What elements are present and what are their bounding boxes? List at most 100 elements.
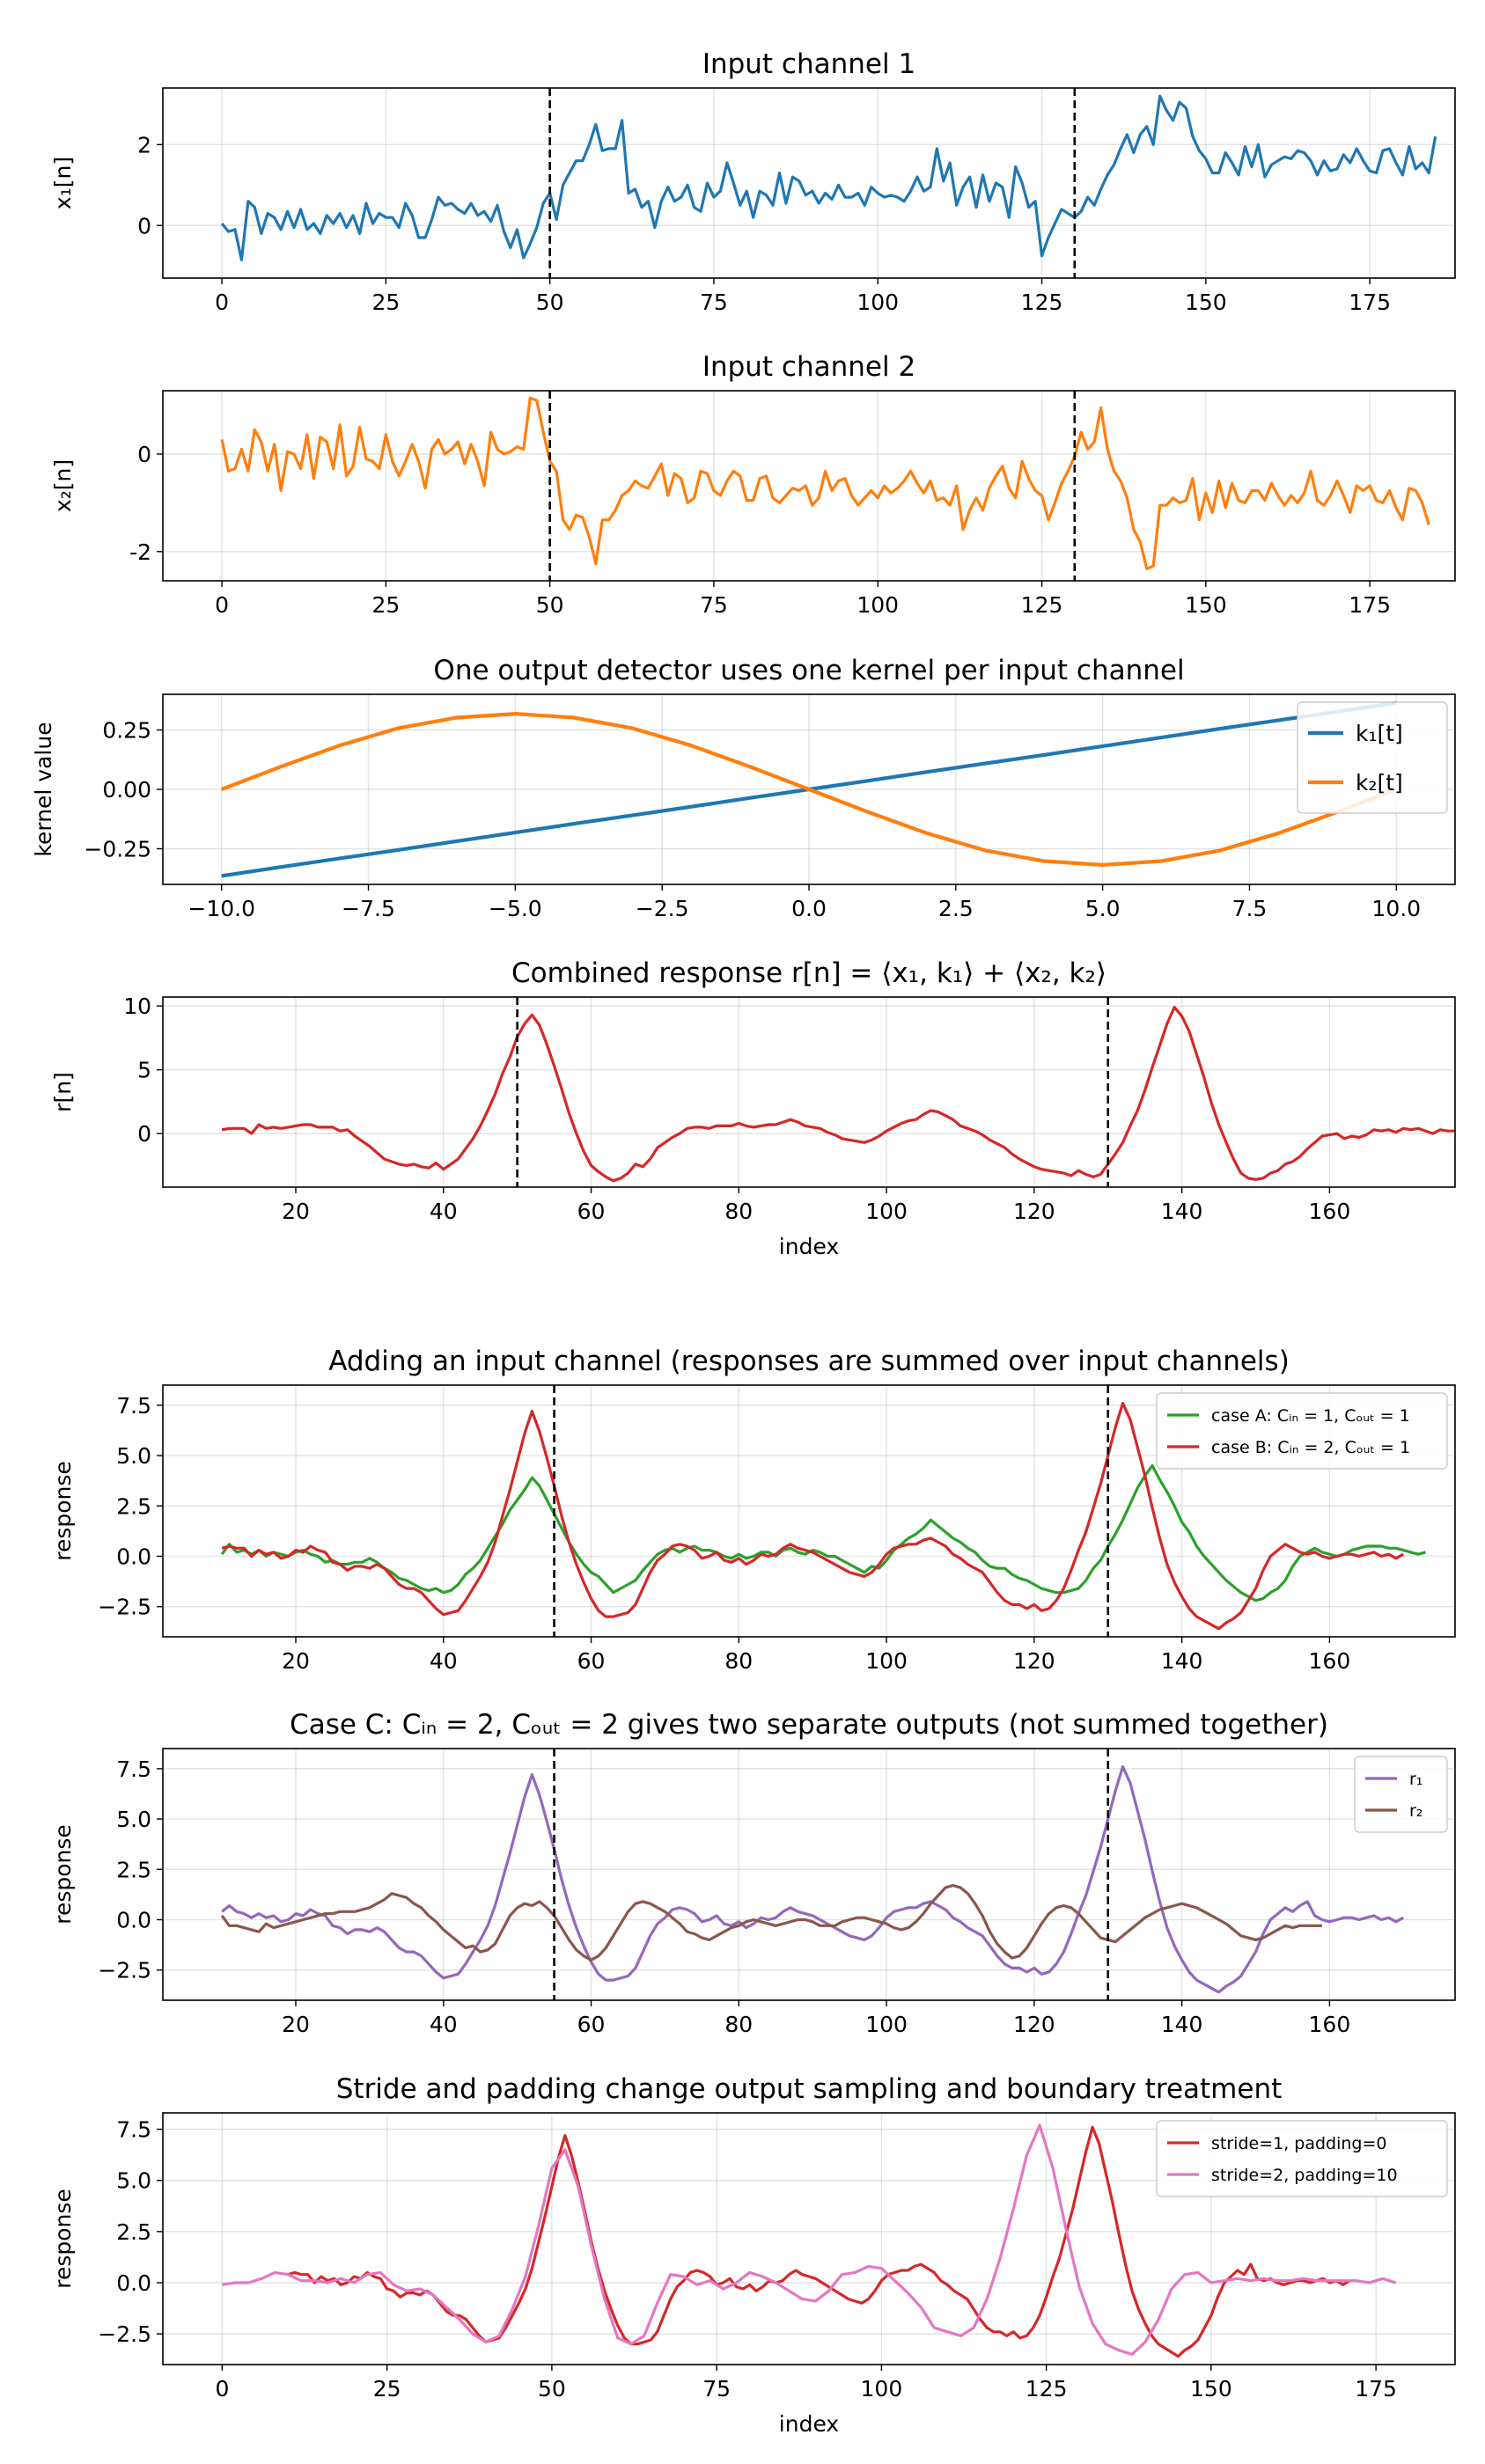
y-tick-label: −2.5 [98, 2321, 151, 2347]
series-line-2 [220, 711, 1398, 868]
x-tick-label: 100 [865, 1648, 908, 1674]
series-line-1 [221, 1764, 1405, 1994]
x-tick-label: 160 [1309, 1199, 1351, 1224]
axes-frame [162, 996, 1456, 1188]
x-tick-label: 140 [1161, 1648, 1203, 1674]
x-tick-label: 140 [1161, 1199, 1203, 1224]
x-tick-label: 100 [856, 592, 899, 618]
x-tick-label: 125 [1026, 2376, 1068, 2402]
series-line-1 [287, 2125, 1351, 2358]
x-tick-label: 160 [1309, 1648, 1351, 1674]
panel-stride-padding: 0 25 50 75 100 125 150 175 −2.5 0.0 2.5 5.0 7.5 Strid… [50, 2073, 1456, 2437]
x-tick-label: 60 [577, 1199, 606, 1224]
x-tick-label: 50 [536, 592, 564, 618]
y-tick-label: −0.25 [84, 837, 151, 862]
x-tick-label: 0 [215, 2376, 229, 2402]
legend-box [1156, 1392, 1448, 1470]
series-line-1 [221, 1005, 1455, 1183]
chart-title: Case C: Cᵢₙ = 2, Cₒᵤₜ = 2 gives two sepa… [290, 1709, 1328, 1741]
legend-label: r₁ [1409, 1770, 1423, 1789]
x-tick-label: 7.5 [1232, 896, 1268, 921]
x-tick-label: 25 [371, 592, 400, 618]
panel-combined-response: 20 40 60 80 100 120 140 160 0 5 10 Combined respons… [50, 957, 1456, 1259]
chart-title: Input channel 1 [702, 48, 915, 80]
series-line-1 [220, 396, 1430, 570]
axes-frame [162, 1748, 1456, 2001]
x-axis-label: index [779, 2411, 839, 2437]
legend-label: r₂ [1409, 1801, 1423, 1821]
legend-label: case A: Cᵢₙ = 1, Cₒᵤₜ = 1 [1211, 1406, 1410, 1426]
x-tick-label: 120 [1013, 1199, 1055, 1224]
panel-case-c-two-outputs: 20 40 60 80 100 120 140 160 −2.5 0.0 2.5 5.0 7.5 Case… [50, 1709, 1456, 2037]
x-tick-label: 100 [856, 290, 899, 315]
panel-adding-input-channel: 20 40 60 80 100 120 140 160 −2.5 0.0 2.5 5.0 7.5 Addi… [50, 1346, 1456, 1674]
x-tick-label: 40 [430, 1199, 458, 1224]
x-tick-label: 80 [724, 1199, 753, 1224]
y-tick-label: 0 [137, 213, 151, 238]
x-tick-label: 100 [865, 2012, 908, 2037]
y-axis-label: r[n] [50, 1072, 76, 1112]
legend-label: stride=1, padding=0 [1211, 2134, 1387, 2153]
x-tick-label: 175 [1349, 592, 1391, 618]
x-tick-label: 50 [536, 290, 564, 315]
y-tick-label: 2 [137, 132, 151, 158]
axes-frame [162, 2112, 1456, 2365]
series-line-1 [220, 94, 1437, 261]
x-tick-label: 140 [1161, 2012, 1203, 2037]
legend-box [1156, 2120, 1448, 2197]
y-axis-label: x₂[n] [50, 459, 76, 512]
x-tick-label: 10.0 [1371, 896, 1421, 921]
y-tick-label: 0.0 [116, 1907, 151, 1932]
x-tick-label: 80 [724, 1648, 753, 1674]
x-tick-label: 40 [430, 2012, 458, 2037]
legend-box [1297, 701, 1448, 814]
axes-frame [162, 87, 1456, 279]
x-tick-label: 75 [700, 290, 728, 315]
series-line-2 [221, 1401, 1405, 1631]
y-tick-label: 0.25 [102, 718, 151, 744]
y-tick-label: 2.5 [116, 2219, 151, 2245]
y-tick-label: 7.5 [116, 1393, 151, 1419]
y-tick-label: -2 [129, 539, 151, 565]
x-tick-label: 125 [1021, 290, 1063, 315]
panel-input-channel-2: 0 25 50 75 100 125 150 175 -2 0 Input channel 2 x₂[… [50, 351, 1456, 618]
x-tick-label: 25 [371, 290, 400, 315]
y-tick-label: 0.0 [116, 2270, 151, 2296]
x-tick-label: 0 [215, 592, 229, 618]
y-tick-label: 5 [137, 1058, 151, 1083]
x-tick-label: 150 [1185, 290, 1227, 315]
x-tick-label: 75 [700, 592, 728, 618]
legend-label: k₁[t] [1356, 721, 1403, 746]
x-tick-label: −10.0 [187, 896, 255, 921]
x-tick-label: 50 [538, 2376, 566, 2402]
y-tick-label: 5.0 [116, 2168, 151, 2194]
axes-frame [162, 1384, 1456, 1638]
panel-input-channel-1: 0 25 50 75 100 125 150 175 0 2 Input channel 1 x₁[n… [50, 48, 1456, 315]
x-tick-label: 60 [577, 2012, 606, 2037]
x-tick-label: 5.0 [1085, 896, 1121, 921]
y-axis-label: kernel value [31, 722, 56, 856]
x-tick-label: 0 [215, 290, 229, 315]
legend-label: stride=2, padding=10 [1211, 2166, 1398, 2185]
y-tick-label: 2.5 [116, 1857, 151, 1882]
y-tick-label: 0 [137, 1121, 151, 1147]
x-tick-label: 125 [1021, 592, 1063, 618]
x-tick-label: 60 [577, 1648, 606, 1674]
x-tick-label: 160 [1309, 2012, 1351, 2037]
x-tick-label: 150 [1190, 2376, 1232, 2402]
x-axis-label: index [779, 1234, 839, 1259]
panel-kernels: −10.0 −7.5 −5.0 −2.5 0.0 2.5 5.0 7.5 10.0 −0.25 0.… [31, 655, 1456, 921]
legend-label: k₂[t] [1356, 770, 1403, 796]
x-tick-label: 175 [1349, 290, 1391, 315]
legend-label: case B: Cᵢₙ = 2, Cₒᵤₜ = 1 [1211, 1438, 1410, 1457]
series-line-2 [222, 2123, 1397, 2356]
y-tick-label: −2.5 [98, 1595, 151, 1620]
x-tick-label: −7.5 [342, 896, 395, 921]
x-tick-label: 120 [1013, 1648, 1055, 1674]
y-tick-label: 0 [137, 442, 151, 467]
x-tick-label: 20 [282, 1648, 310, 1674]
x-tick-label: −5.0 [489, 896, 542, 921]
x-tick-label: 40 [430, 1648, 458, 1674]
chart-title: Stride and padding change output samplin… [336, 2073, 1283, 2105]
